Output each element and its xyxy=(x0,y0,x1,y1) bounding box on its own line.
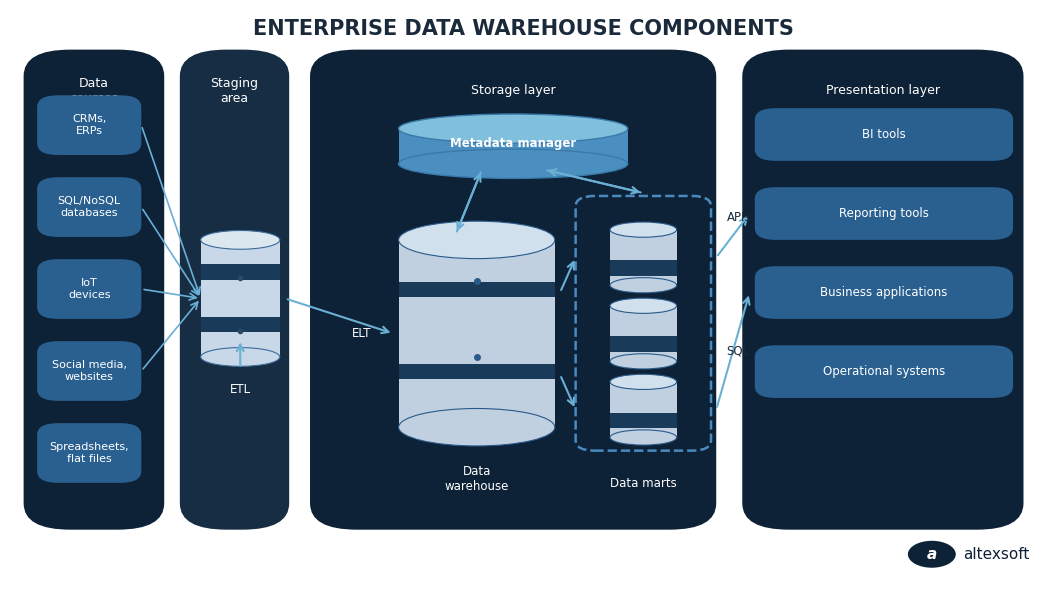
FancyBboxPatch shape xyxy=(37,423,142,483)
Text: Data
warehouse: Data warehouse xyxy=(444,465,509,493)
Text: APIs: APIs xyxy=(727,212,751,225)
FancyBboxPatch shape xyxy=(23,50,164,530)
Ellipse shape xyxy=(399,149,628,178)
FancyBboxPatch shape xyxy=(755,266,1013,319)
Text: SQL/NoSQL
databases: SQL/NoSQL databases xyxy=(58,196,121,218)
Text: ELT: ELT xyxy=(353,327,372,340)
Text: ETL: ETL xyxy=(230,382,251,395)
FancyBboxPatch shape xyxy=(180,50,289,530)
Text: BI tools: BI tools xyxy=(862,128,906,141)
FancyBboxPatch shape xyxy=(37,95,142,155)
Text: a: a xyxy=(927,547,937,562)
Polygon shape xyxy=(610,413,676,428)
Polygon shape xyxy=(399,282,554,297)
Ellipse shape xyxy=(399,221,554,259)
Text: Business applications: Business applications xyxy=(820,286,947,299)
FancyBboxPatch shape xyxy=(37,341,142,401)
Text: IoT
devices: IoT devices xyxy=(68,278,110,300)
Polygon shape xyxy=(201,264,280,280)
Text: Storage layer: Storage layer xyxy=(470,84,555,97)
Text: Data marts: Data marts xyxy=(610,477,676,490)
Ellipse shape xyxy=(610,430,676,445)
Ellipse shape xyxy=(610,298,676,313)
Text: Spreadsheets,
flat files: Spreadsheets, flat files xyxy=(49,442,129,464)
Ellipse shape xyxy=(399,114,628,143)
Text: Staging
area: Staging area xyxy=(210,77,258,105)
Ellipse shape xyxy=(399,408,554,446)
FancyBboxPatch shape xyxy=(755,187,1013,240)
Text: Operational systems: Operational systems xyxy=(823,365,945,378)
FancyBboxPatch shape xyxy=(37,177,142,237)
Text: CRMs,
ERPs: CRMs, ERPs xyxy=(72,114,106,136)
FancyBboxPatch shape xyxy=(742,50,1024,530)
FancyBboxPatch shape xyxy=(755,108,1013,161)
Polygon shape xyxy=(610,261,676,275)
Text: Metadata manager: Metadata manager xyxy=(450,137,576,150)
Text: ENTERPRISE DATA WAREHOUSE COMPONENTS: ENTERPRISE DATA WAREHOUSE COMPONENTS xyxy=(253,19,794,39)
Polygon shape xyxy=(399,364,554,379)
Polygon shape xyxy=(399,240,554,427)
Text: Reporting tools: Reporting tools xyxy=(839,207,929,220)
Polygon shape xyxy=(201,317,280,332)
Ellipse shape xyxy=(610,374,676,389)
Text: Presentation layer: Presentation layer xyxy=(826,84,940,97)
Polygon shape xyxy=(399,129,628,164)
Text: altexsoft: altexsoft xyxy=(963,547,1029,562)
FancyBboxPatch shape xyxy=(37,259,142,319)
Ellipse shape xyxy=(610,278,676,293)
Polygon shape xyxy=(610,230,676,285)
FancyBboxPatch shape xyxy=(755,345,1013,398)
Polygon shape xyxy=(610,336,676,352)
Ellipse shape xyxy=(201,230,280,249)
Polygon shape xyxy=(610,306,676,361)
Text: Data
sources: Data sources xyxy=(70,77,118,105)
Text: SQL: SQL xyxy=(727,345,750,358)
Ellipse shape xyxy=(610,222,676,237)
Ellipse shape xyxy=(610,354,676,369)
Circle shape xyxy=(908,541,956,568)
Ellipse shape xyxy=(201,348,280,366)
FancyBboxPatch shape xyxy=(310,50,716,530)
Text: Social media,
websites: Social media, websites xyxy=(51,361,127,382)
Polygon shape xyxy=(610,382,676,437)
Polygon shape xyxy=(201,240,280,357)
